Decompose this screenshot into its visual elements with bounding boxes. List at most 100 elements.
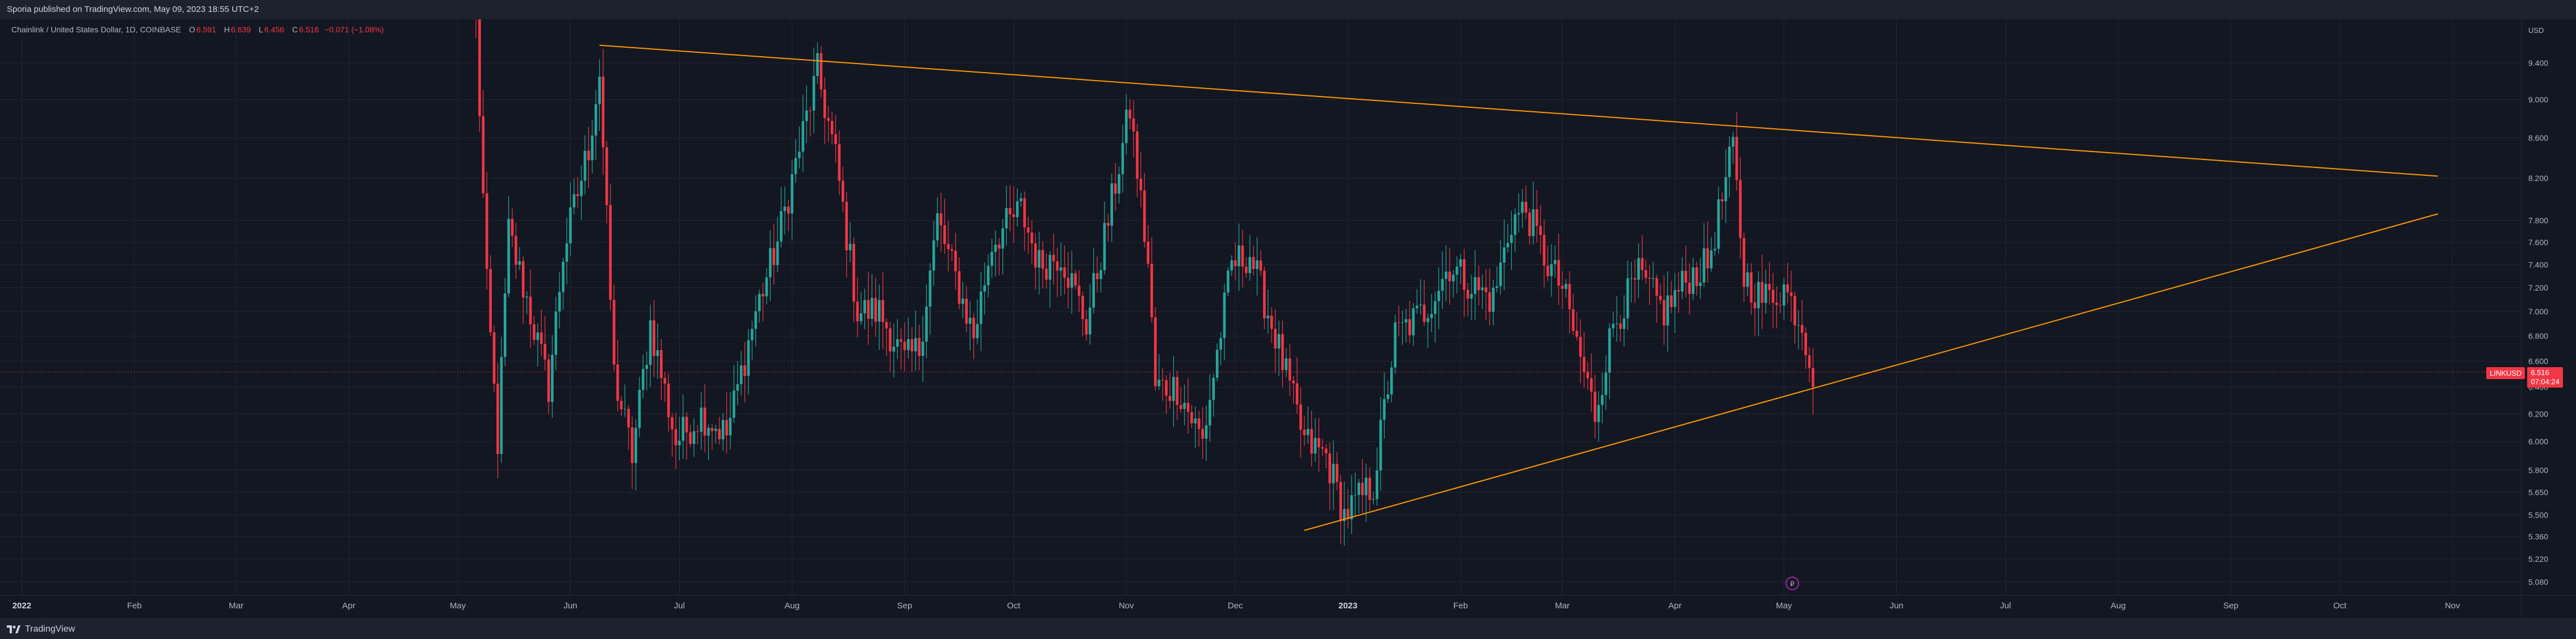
candle-body — [812, 76, 816, 111]
candle-body — [1233, 260, 1237, 267]
candle-body — [1735, 137, 1738, 180]
candle-body — [496, 384, 499, 454]
candle-body — [1408, 319, 1411, 335]
candle-body — [663, 378, 667, 384]
candle-body — [791, 174, 794, 214]
candle-body — [990, 251, 993, 266]
candle-body — [1808, 355, 1811, 368]
price-tick-label: 5.080 — [2528, 577, 2548, 586]
candle-body — [1441, 279, 1444, 291]
candle-body — [968, 317, 972, 324]
candle-body — [1350, 495, 1353, 519]
candle-body — [1695, 267, 1699, 287]
candle-body — [1067, 278, 1070, 288]
candle-body — [1259, 260, 1262, 271]
time-tick-label: 2023 — [1339, 601, 1357, 611]
candle-body — [961, 299, 964, 304]
candle-body — [1390, 367, 1393, 394]
candle-body — [1103, 222, 1106, 271]
candle-body — [932, 240, 935, 271]
time-tick-label: Oct — [2333, 601, 2347, 611]
candle-body — [489, 269, 492, 333]
currency-label[interactable]: USD — [2528, 26, 2544, 35]
price-tick-label: 7.600 — [2528, 238, 2548, 247]
candle-body — [1492, 288, 1495, 312]
time-tick-label: Mar — [229, 601, 244, 611]
candle-body — [914, 338, 917, 352]
candle-body — [881, 300, 884, 322]
candle-body — [485, 193, 488, 270]
candle-body — [1565, 284, 1567, 289]
candle-body — [1114, 183, 1117, 194]
time-tick-label: Jun — [1890, 601, 1904, 611]
candle-body — [1415, 305, 1419, 309]
candle-body — [1248, 257, 1252, 274]
price-chart[interactable]: 5.080 5.220 5.360 5.500 5.650 5.800 6.000 6.200… — [0, 19, 2576, 619]
candle-body — [783, 207, 787, 211]
candle-body — [482, 116, 485, 194]
candle-body — [1332, 464, 1335, 484]
candle-body — [747, 340, 750, 376]
candle-body — [1215, 350, 1219, 378]
candle-body — [1375, 470, 1379, 499]
candle-body — [1266, 316, 1270, 319]
candle-body — [678, 440, 681, 445]
candle-body — [1459, 259, 1462, 267]
candle-body — [1074, 273, 1077, 286]
candle-body — [729, 418, 732, 436]
candle-body — [612, 300, 616, 365]
candle-body — [1070, 273, 1073, 288]
price-axis[interactable]: 5.080 5.220 5.360 5.500 5.650 5.800 6.000 6.200… — [2528, 58, 2548, 586]
trendline-lower[interactable] — [1304, 213, 2439, 531]
candle-body — [703, 407, 706, 436]
candle-body — [1365, 477, 1368, 495]
candle-body — [598, 77, 601, 104]
time-tick-label: Aug — [2111, 601, 2126, 611]
time-tick-label: 2022 — [12, 601, 31, 611]
tradingview-brand[interactable]: TradingView — [7, 624, 75, 634]
candle-body — [1437, 291, 1440, 301]
candle-body — [609, 205, 612, 300]
candle-body — [983, 285, 986, 292]
candle-body — [674, 429, 678, 445]
candle-body — [685, 417, 688, 432]
time-axis[interactable]: 2022 Feb Mar Apr May Jun Jul Aug Sep Oct Nov Dec 202… — [12, 601, 2461, 611]
candle-body — [707, 428, 710, 436]
candle-body — [769, 248, 772, 278]
candle-body — [1106, 222, 1110, 226]
candle-body — [889, 328, 892, 352]
candle-body — [1583, 356, 1586, 372]
candle-body — [819, 53, 823, 90]
price-tick-label: 7.000 — [2528, 307, 2548, 316]
legend-change-value: −0.071 (−1.08%) — [324, 25, 384, 34]
trendlines — [599, 44, 2439, 531]
candle-body — [583, 150, 587, 181]
candle-body — [1717, 199, 1720, 249]
candle-body — [954, 250, 957, 272]
candle-body — [1081, 296, 1084, 320]
candle-body — [918, 338, 921, 356]
candle-body — [1150, 263, 1153, 318]
candle-body — [845, 201, 848, 251]
candle-body — [478, 19, 481, 116]
candle-body — [1299, 404, 1302, 430]
candle-body — [1110, 183, 1113, 226]
candle-body — [507, 218, 510, 294]
candle-body — [700, 407, 703, 432]
candle-body — [580, 180, 583, 196]
candle-body — [1622, 318, 1626, 329]
candle-body — [1023, 198, 1026, 228]
candle-body — [834, 134, 837, 144]
candle-body — [743, 365, 746, 376]
candle-body — [1030, 232, 1034, 244]
candle-body — [1237, 245, 1240, 267]
events-marker[interactable]: ₽ — [1785, 577, 1799, 590]
candle-body — [892, 346, 896, 352]
candle-body — [1797, 325, 1800, 326]
candle-body — [852, 243, 855, 302]
candle-body — [1721, 199, 1724, 201]
trendline-upper[interactable] — [599, 44, 2438, 177]
candle-body — [1321, 447, 1324, 449]
event-marker-icon[interactable] — [1785, 577, 1799, 590]
brand-name: TradingView — [25, 624, 76, 634]
